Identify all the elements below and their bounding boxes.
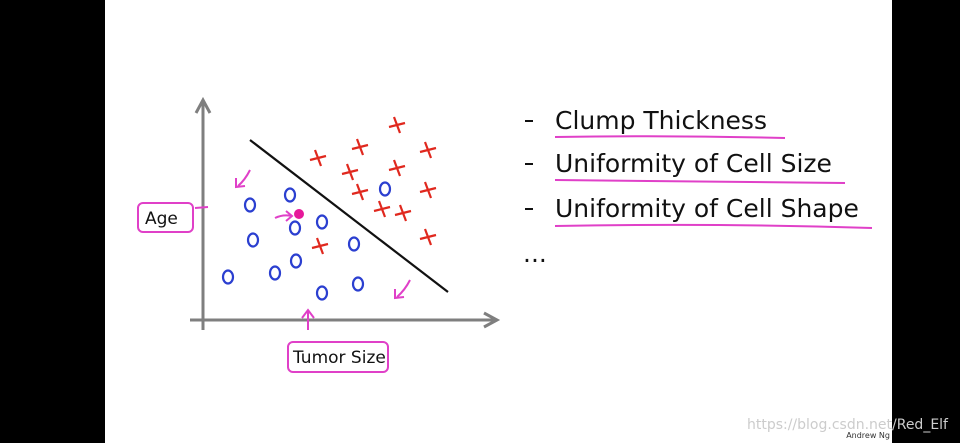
slide — [105, 0, 892, 443]
feature: Uniformity of Cell Shape — [555, 194, 859, 223]
x-axis-label: Tumor Size — [292, 348, 386, 368]
benign-point — [351, 276, 365, 292]
malignant-point — [309, 149, 327, 167]
query-point — [294, 209, 304, 219]
bullets — [525, 120, 533, 210]
y-axis-label: Age — [145, 209, 178, 229]
watermark: https://blog.csdn.net/Red_Elf — [747, 417, 949, 433]
malignant-point — [419, 228, 437, 246]
malignant-point — [373, 200, 391, 218]
malignant-point — [394, 204, 412, 222]
arrow — [274, 210, 294, 222]
feature: ... — [523, 239, 547, 268]
malignant-point — [388, 159, 406, 177]
arrow — [301, 308, 315, 330]
arrow — [235, 169, 251, 189]
points — [221, 116, 437, 301]
underline — [554, 223, 873, 229]
benign-point — [221, 269, 235, 285]
benign-point — [315, 214, 329, 230]
malignant-point — [351, 138, 369, 156]
arrow — [194, 206, 209, 209]
benign-point — [246, 232, 260, 248]
y-arrow — [194, 96, 212, 114]
feature: Clump Thickness — [555, 106, 767, 135]
author: Andrew Ng — [846, 431, 890, 440]
decision-boundary — [249, 139, 449, 293]
arrow — [394, 279, 411, 300]
malignant-point — [341, 163, 359, 181]
label-box — [287, 341, 389, 373]
x-arrow — [483, 311, 501, 329]
malignant-point — [311, 237, 329, 255]
label-box — [137, 202, 194, 233]
underline — [554, 135, 786, 139]
benign-point — [283, 187, 297, 203]
benign-point — [288, 220, 302, 236]
benign-point — [268, 265, 282, 281]
benign-point — [243, 197, 257, 213]
benign-point — [289, 253, 303, 269]
malignant-point — [419, 181, 437, 199]
feature: Uniformity of Cell Size — [555, 149, 832, 178]
malignant-point — [419, 141, 437, 159]
annotations — [137, 135, 873, 373]
underline — [554, 179, 846, 184]
benign-point — [347, 236, 361, 252]
axes — [190, 96, 501, 330]
benign-point — [315, 285, 329, 301]
malignant-point — [388, 116, 406, 134]
malignant-point — [351, 183, 369, 201]
benign-point — [378, 181, 392, 197]
